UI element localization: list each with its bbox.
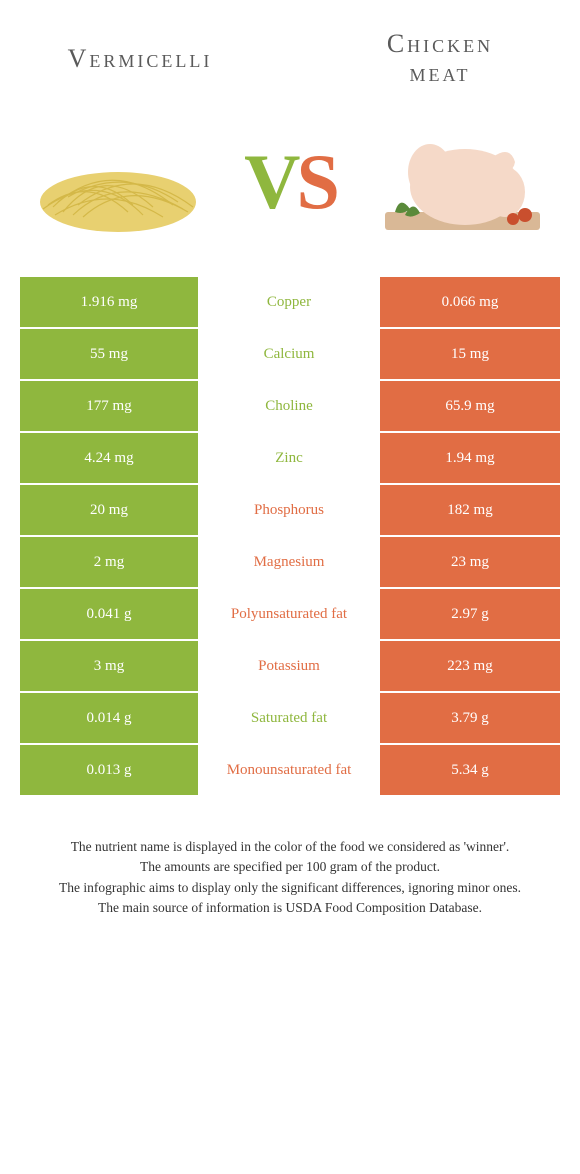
nutrient-name: Calcium	[200, 329, 380, 381]
left-value: 1.916 mg	[20, 277, 200, 329]
nutrient-name: Copper	[200, 277, 380, 329]
footer-line-3: The infographic aims to display only the…	[30, 878, 550, 898]
right-value: 3.79 g	[380, 693, 560, 745]
vs-v: V	[244, 138, 296, 225]
right-value: 223 mg	[380, 641, 560, 693]
vs-s: S	[296, 138, 335, 225]
images-row: VS	[0, 97, 580, 277]
nutrient-name: Polyunsaturated fat	[200, 589, 380, 641]
left-value: 0.014 g	[20, 693, 200, 745]
table-row: 3 mgPotassium223 mg	[20, 641, 560, 693]
left-value: 3 mg	[20, 641, 200, 693]
table-row: 55 mgCalcium15 mg	[20, 329, 560, 381]
chicken-image	[375, 117, 550, 247]
vs-label: VS	[244, 143, 336, 221]
table-row: 1.916 mgCopper0.066 mg	[20, 277, 560, 329]
right-value: 15 mg	[380, 329, 560, 381]
nutrient-name: Saturated fat	[200, 693, 380, 745]
nutrient-table: 1.916 mgCopper0.066 mg55 mgCalcium15 mg1…	[20, 277, 560, 797]
title-right-line1: Chicken	[387, 29, 493, 58]
nutrient-name: Monounsaturated fat	[200, 745, 380, 797]
table-row: 20 mgPhosphorus182 mg	[20, 485, 560, 537]
right-value: 182 mg	[380, 485, 560, 537]
right-value: 0.066 mg	[380, 277, 560, 329]
nutrient-name: Magnesium	[200, 537, 380, 589]
footer-line-1: The nutrient name is displayed in the co…	[30, 837, 550, 857]
table-row: 4.24 mgZinc1.94 mg	[20, 433, 560, 485]
table-row: 0.013 gMonounsaturated fat5.34 g	[20, 745, 560, 797]
left-value: 0.041 g	[20, 589, 200, 641]
footer-notes: The nutrient name is displayed in the co…	[0, 797, 580, 918]
nutrient-name: Potassium	[200, 641, 380, 693]
nutrient-name: Zinc	[200, 433, 380, 485]
left-value: 0.013 g	[20, 745, 200, 797]
right-value: 1.94 mg	[380, 433, 560, 485]
header: Vermicelli Chicken meat	[0, 0, 580, 97]
right-value: 23 mg	[380, 537, 560, 589]
table-row: 177 mgCholine65.9 mg	[20, 381, 560, 433]
left-value: 4.24 mg	[20, 433, 200, 485]
left-value: 20 mg	[20, 485, 200, 537]
left-value: 2 mg	[20, 537, 200, 589]
footer-line-4: The main source of information is USDA F…	[30, 898, 550, 918]
right-value: 65.9 mg	[380, 381, 560, 433]
title-left: Vermicelli	[40, 44, 240, 74]
table-row: 2 mgMagnesium23 mg	[20, 537, 560, 589]
footer-line-2: The amounts are specified per 100 gram o…	[30, 857, 550, 877]
nutrient-name: Choline	[200, 381, 380, 433]
title-right: Chicken meat	[340, 30, 540, 87]
vermicelli-image	[30, 117, 205, 247]
nutrient-name: Phosphorus	[200, 485, 380, 537]
left-value: 177 mg	[20, 381, 200, 433]
left-value: 55 mg	[20, 329, 200, 381]
right-value: 5.34 g	[380, 745, 560, 797]
right-value: 2.97 g	[380, 589, 560, 641]
table-row: 0.014 gSaturated fat3.79 g	[20, 693, 560, 745]
table-row: 0.041 gPolyunsaturated fat2.97 g	[20, 589, 560, 641]
title-right-line2: meat	[410, 58, 471, 87]
